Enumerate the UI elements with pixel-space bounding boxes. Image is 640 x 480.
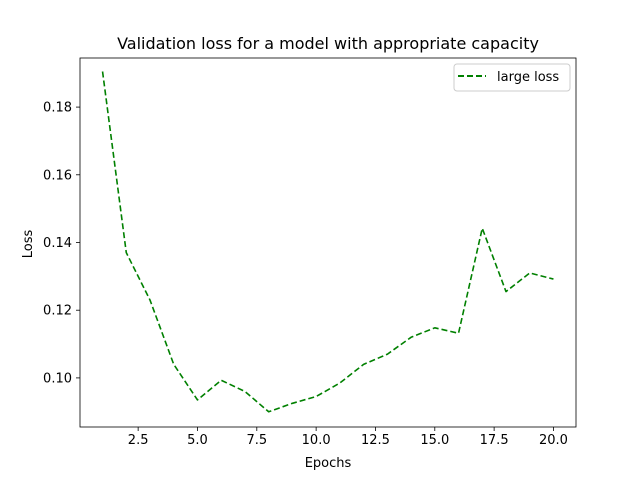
x-tick-label: 7.5	[246, 433, 267, 448]
legend: large loss	[453, 63, 571, 92]
y-axis-label: Loss	[21, 230, 36, 259]
x-tick-label: 10.0	[302, 433, 331, 448]
x-tick-label: 2.5	[128, 433, 149, 448]
y-tick-label: 0.10	[43, 371, 72, 386]
y-tick-label: 0.16	[43, 168, 72, 183]
legend-label-large-loss: large loss	[497, 70, 559, 85]
series-layer	[101, 71, 554, 413]
series-line-large-loss	[101, 71, 554, 413]
x-axis-label: Epochs	[305, 456, 352, 471]
y-tick-label: 0.18	[43, 101, 72, 116]
plot-area	[80, 58, 576, 427]
y-axis-ticks: 0.10 0.12 0.14 0.16 0.18	[43, 101, 80, 386]
y-tick-label: 0.12	[43, 304, 72, 319]
legend-box	[453, 63, 571, 92]
x-tick-label: 20.0	[539, 433, 568, 448]
x-tick-label: 12.5	[361, 433, 390, 448]
chart-title: Validation loss for a model with appropr…	[117, 34, 539, 53]
x-tick-label: 15.0	[420, 433, 449, 448]
x-tick-label: 5.0	[187, 433, 208, 448]
x-axis-ticks: 2.5 5.0 7.5 10.0 12.5 15.0 17.5 20.0	[128, 427, 568, 448]
y-tick-label: 0.14	[43, 236, 72, 251]
x-tick-label: 17.5	[480, 433, 509, 448]
